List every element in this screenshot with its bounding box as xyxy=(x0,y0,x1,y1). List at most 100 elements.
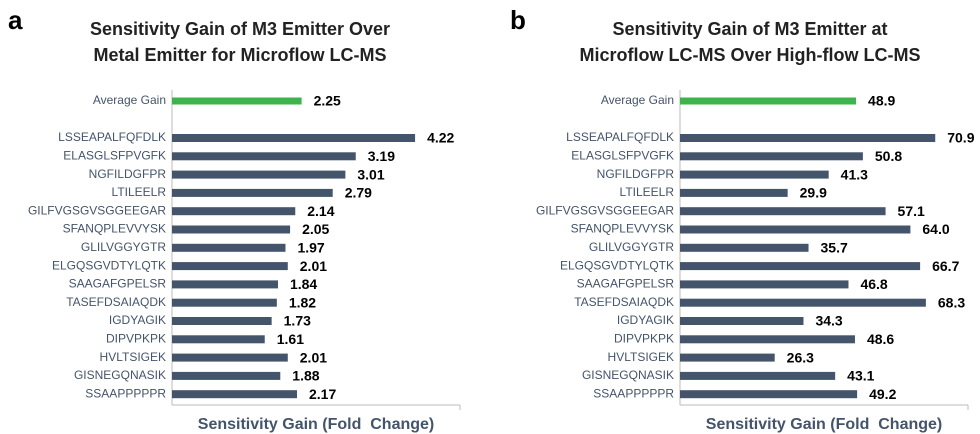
value-label: 26.3 xyxy=(787,349,814,365)
value-label: 2.01 xyxy=(300,349,327,365)
category-label: GISNEGQNASIK xyxy=(582,368,674,382)
x-axis-label: Sensitivity Gain (Fold Change) xyxy=(706,416,942,433)
value-label: 49.2 xyxy=(869,386,896,402)
category-label: LSSEAPALFQFDLK xyxy=(566,130,674,144)
value-label: 2.14 xyxy=(307,203,334,219)
value-label: 1.84 xyxy=(290,276,317,292)
value-label: 70.9 xyxy=(947,130,974,146)
category-label: GLILVGGYGTR xyxy=(81,240,166,254)
bar xyxy=(680,243,809,252)
bar xyxy=(172,317,272,325)
category-label: NGFILDGFPR xyxy=(89,167,167,181)
category-label: NGFILDGFPR xyxy=(597,167,675,181)
category-label: SFANQPLEVVYSK xyxy=(63,222,166,236)
bar xyxy=(680,335,855,344)
category-label: SAAGAFGPELSR xyxy=(69,277,167,291)
value-label: 2.25 xyxy=(314,93,341,109)
chart-title: Sensitivity Gain of M3 Emitter at xyxy=(612,19,887,39)
bar xyxy=(172,262,288,271)
category-label: DIPVPKPK xyxy=(614,331,674,345)
bar xyxy=(680,298,926,307)
bar xyxy=(172,353,288,362)
bar xyxy=(172,280,278,289)
bar xyxy=(680,262,921,271)
value-label: 1.61 xyxy=(277,331,304,347)
value-label: 2.05 xyxy=(302,221,329,237)
category-label: LSSEAPALFQFDLK xyxy=(58,130,166,144)
value-label: 2.01 xyxy=(300,258,327,274)
value-label: 1.73 xyxy=(284,313,311,329)
category-label: LTILEELR xyxy=(112,185,167,199)
value-label: 48.6 xyxy=(867,331,894,347)
category-label: IGDYAGIK xyxy=(617,313,674,327)
value-label: 50.8 xyxy=(875,148,902,164)
value-label: 35.7 xyxy=(821,240,848,256)
bar xyxy=(680,134,936,142)
category-label: GLILVGGYGTR xyxy=(589,240,674,254)
chart-title: Microflow LC-MS Over High-flow LC-MS xyxy=(580,45,921,65)
category-label: ELASGLSFPVGFK xyxy=(571,148,674,162)
value-label: 2.17 xyxy=(309,386,336,402)
value-label: 64.0 xyxy=(922,221,949,237)
bar xyxy=(172,390,297,399)
bar xyxy=(680,97,857,105)
category-label: TASEFDSAIAQDK xyxy=(574,295,674,309)
value-label: 48.9 xyxy=(868,93,895,109)
category-label: TASEFDSAIAQDK xyxy=(66,295,166,309)
bar xyxy=(172,188,333,197)
category-label: SSAAPPPPPR xyxy=(593,386,674,400)
category-label: Average Gain xyxy=(93,93,166,107)
bar xyxy=(680,317,804,325)
category-label: SAAGAFGPELSR xyxy=(577,277,675,291)
category-label: DIPVPKPK xyxy=(106,331,166,345)
chart-title: Sensitivity Gain of M3 Emitter Over xyxy=(90,19,390,39)
bar xyxy=(680,353,775,362)
value-label: 46.8 xyxy=(860,276,887,292)
value-label: 68.3 xyxy=(938,294,965,310)
category-label: LTILEELR xyxy=(620,185,675,199)
category-label: IGDYAGIK xyxy=(109,313,166,327)
category-label: HVLTSIGEK xyxy=(608,350,674,364)
chart-title: Metal Emitter for Microflow LC-MS xyxy=(93,45,386,65)
category-label: ELGQSGVDTYLQTK xyxy=(560,258,674,272)
value-label: 2.79 xyxy=(345,185,372,201)
bar xyxy=(172,152,356,161)
bar xyxy=(680,152,863,161)
category-label: GILFVGSGVSGGEEGAR xyxy=(536,203,674,217)
value-label: 3.19 xyxy=(368,148,395,164)
value-label: 4.22 xyxy=(427,130,454,146)
x-axis-label: Sensitivity Gain (Fold Change) xyxy=(198,416,434,433)
bar xyxy=(172,97,302,105)
bar xyxy=(680,225,911,234)
bar xyxy=(172,243,286,252)
value-label: 34.3 xyxy=(815,313,842,329)
bar xyxy=(680,390,858,399)
category-label: HVLTSIGEK xyxy=(100,350,166,364)
bar xyxy=(172,371,281,380)
category-label: SSAAPPPPPR xyxy=(85,386,166,400)
bar xyxy=(680,371,836,380)
bar xyxy=(172,225,291,234)
value-label: 57.1 xyxy=(898,203,925,219)
bar xyxy=(172,298,277,307)
bar xyxy=(680,280,849,289)
bar xyxy=(172,170,346,179)
category-label: ELGQSGVDTYLQTK xyxy=(52,258,166,272)
value-label: 1.97 xyxy=(297,240,324,256)
bar xyxy=(172,134,416,142)
panel-label: a xyxy=(8,5,23,35)
bar xyxy=(680,207,886,216)
bar xyxy=(172,335,265,344)
value-label: 66.7 xyxy=(932,258,959,274)
category-label: Average Gain xyxy=(601,93,674,107)
value-label: 3.01 xyxy=(357,166,384,182)
panel-label: b xyxy=(510,5,526,35)
value-label: 43.1 xyxy=(847,368,874,384)
category-label: ELASGLSFPVGFK xyxy=(63,148,166,162)
value-label: 1.88 xyxy=(292,368,319,384)
value-label: 1.82 xyxy=(289,294,316,310)
bar xyxy=(680,188,788,197)
bar xyxy=(172,207,296,216)
value-label: 29.9 xyxy=(800,185,827,201)
